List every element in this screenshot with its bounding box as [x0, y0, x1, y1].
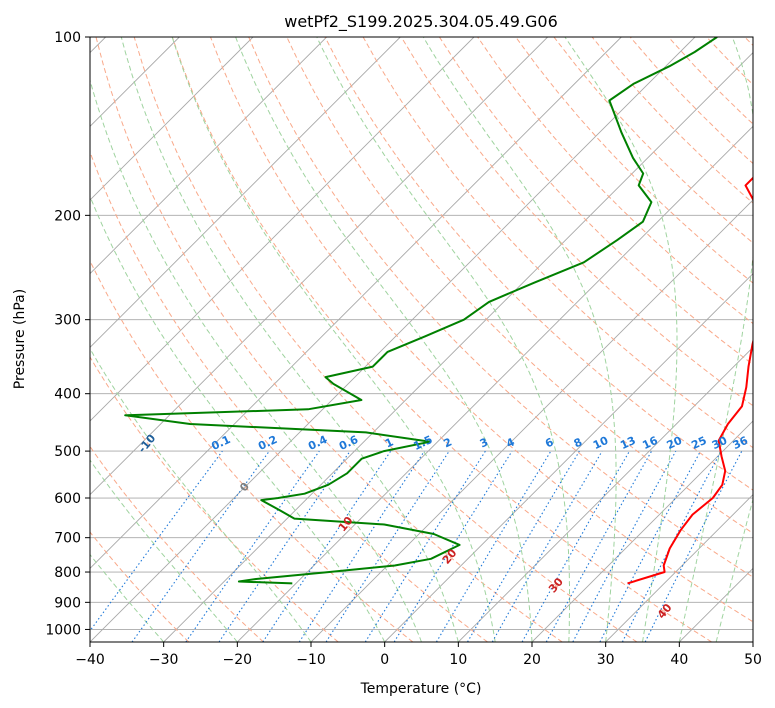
mixing-ratio-line — [262, 450, 392, 642]
isotherm-line — [163, 52, 753, 642]
x-tick-label: 50 — [744, 652, 762, 668]
mixing-ratio-line — [298, 450, 425, 642]
isotherm-line — [458, 346, 753, 642]
mixing-ratio-label: 30 — [710, 434, 730, 452]
mixing-ratio-line — [644, 450, 743, 642]
y-tick-label: 200 — [54, 208, 81, 224]
mixing-ratio-label: 10 — [591, 434, 611, 452]
moist-adiabat-line — [678, 37, 753, 642]
mixing-ratio-label: 16 — [640, 434, 660, 452]
y-tick-label: 1000 — [45, 622, 81, 638]
dry-adiabat-line — [438, 37, 753, 366]
y-tick-label: 800 — [54, 565, 81, 581]
x-tick-label: −40 — [75, 652, 105, 668]
mixing-ratio-line — [325, 450, 450, 642]
isotherm-line — [90, 37, 401, 348]
mixing-ratio-label: 13 — [618, 434, 637, 452]
dry-adiabat-line — [90, 259, 414, 642]
temperature-profile-line — [627, 176, 753, 585]
mixing-ratio-line — [393, 450, 513, 642]
y-tick-label: 600 — [54, 491, 81, 507]
moist-adiabat-line — [90, 347, 312, 642]
mixing-ratio-line — [521, 450, 630, 642]
dry-adiabat-line — [324, 37, 753, 491]
x-tick-label: −10 — [296, 652, 326, 668]
dry-adiabat-line — [90, 445, 264, 642]
dry-adiabat-line — [95, 37, 563, 642]
isotherm-line — [605, 494, 753, 642]
x-axis-label: Temperature (°C) — [360, 681, 482, 697]
mixing-ratio-label: 25 — [689, 434, 708, 452]
moist-adiabat-line — [235, 37, 533, 642]
isotherm-line — [90, 37, 327, 275]
moist-adiabat-line — [171, 37, 496, 642]
isotherm-line — [90, 37, 548, 496]
mixing-ratio-line — [218, 450, 351, 642]
mixing-ratio-line — [131, 450, 270, 642]
moist-adiabat-line — [422, 37, 617, 642]
dry-adiabat-line — [90, 531, 190, 642]
mixing-ratio-line — [90, 450, 223, 632]
dry-adiabat-line — [400, 37, 753, 407]
x-tick-label: 30 — [597, 652, 615, 668]
x-tick-label: −20 — [223, 652, 253, 668]
isotherm-line — [90, 37, 622, 569]
mixing-ratio-line — [572, 450, 677, 642]
chart-title: wetPf2_S199.2025.304.05.49.G06 — [284, 12, 558, 32]
mixing-ratio-line — [545, 450, 653, 642]
dry-adiabat-line — [171, 37, 712, 642]
y-axis-label: Pressure (hPa) — [12, 289, 28, 389]
moist-adiabat-line — [316, 37, 571, 642]
dry-adiabat-line — [210, 37, 753, 623]
mixing-ratio-line — [185, 450, 320, 642]
isotherm-line — [90, 37, 696, 642]
moist-adiabat-line — [90, 195, 386, 642]
y-tick-label: 500 — [54, 444, 81, 460]
dewpoint-profile-line — [124, 37, 718, 585]
x-tick-label: 10 — [449, 652, 467, 668]
mixing-ratio-label: 20 — [665, 434, 685, 452]
moist-adiabat-line — [90, 459, 238, 642]
dry-adiabat-line — [133, 37, 638, 642]
y-tick-label: 900 — [54, 595, 81, 611]
isotherm-line — [384, 273, 753, 642]
isotherm-line — [531, 420, 753, 642]
mixing-ratio-label: 36 — [731, 434, 751, 452]
x-tick-label: 0 — [380, 652, 389, 668]
y-tick-label: 100 — [54, 30, 81, 46]
dry-adiabat-line — [90, 356, 339, 642]
moist-adiabat-line — [120, 37, 459, 642]
y-tick-label: 400 — [54, 387, 81, 403]
x-tick-label: −30 — [149, 652, 179, 668]
x-tick-label: 20 — [523, 652, 541, 668]
isotherm-line — [237, 125, 753, 642]
moist-adiabat-line — [564, 37, 678, 642]
grid-layer — [90, 37, 753, 642]
isotherm-line — [90, 37, 475, 422]
tick-layer: −40 −30 −20 −10 0 10 20 30 40 50 100 200 300 400 500 60… — [45, 30, 762, 668]
data-layer — [124, 37, 753, 585]
isotherm-line — [90, 37, 254, 201]
y-tick-label: 700 — [54, 531, 81, 547]
y-tick-label: 300 — [54, 313, 81, 329]
x-tick-label: 40 — [670, 652, 688, 668]
dry-adiabat-line — [248, 37, 753, 578]
moist-adiabat-line — [715, 497, 753, 642]
dry-adiabat-line — [90, 150, 488, 642]
plot-frame — [89, 36, 754, 643]
